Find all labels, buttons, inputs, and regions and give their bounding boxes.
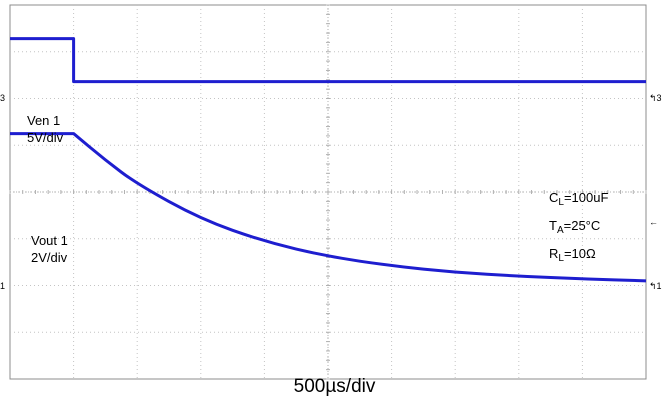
ven-channel-label: Ven 1	[27, 113, 60, 128]
ch1-marker-left: 1	[0, 281, 5, 291]
vout-label: Vout 1 2V/div	[31, 233, 68, 265]
traces	[10, 37, 647, 283]
trace-ven	[10, 37, 646, 84]
cl-sub: L	[558, 197, 564, 208]
ch3-marker-left: 3	[0, 93, 5, 103]
trigger-marker: ←	[649, 217, 658, 227]
ch3-marker-right: ↰3	[649, 93, 662, 103]
annotation-cl: CL=100uF	[549, 190, 608, 208]
ta-sub: A	[557, 225, 564, 236]
annotation-ta: TA=25°C	[549, 218, 600, 236]
conditions: CL=100uF TA=25°C RL=10Ω	[549, 190, 608, 264]
ven-label: Ven 1 5V/div	[27, 113, 64, 145]
annotation-rl: RL=10Ω	[549, 246, 596, 264]
cl-main: C	[549, 190, 558, 205]
cl-rest: =100uF	[564, 190, 609, 205]
ch1-marker-right: ↰1	[649, 281, 662, 291]
ta-main: T	[549, 218, 557, 233]
rl-sub: L	[558, 253, 564, 264]
ven-scale-label: 5V/div	[27, 130, 64, 145]
rl-rest: =10Ω	[564, 246, 596, 261]
channel-markers: 3 ↰3 ← 1 ↰1	[0, 93, 662, 291]
trace-vout	[10, 132, 647, 283]
x-axis-label: 500µs/div	[293, 376, 376, 397]
vout-channel-label: Vout 1	[31, 233, 68, 248]
ta-rest: =25°C	[564, 218, 601, 233]
vout-scale-label: 2V/div	[31, 250, 68, 265]
grid	[9, 4, 647, 380]
rl-main: R	[549, 246, 558, 261]
